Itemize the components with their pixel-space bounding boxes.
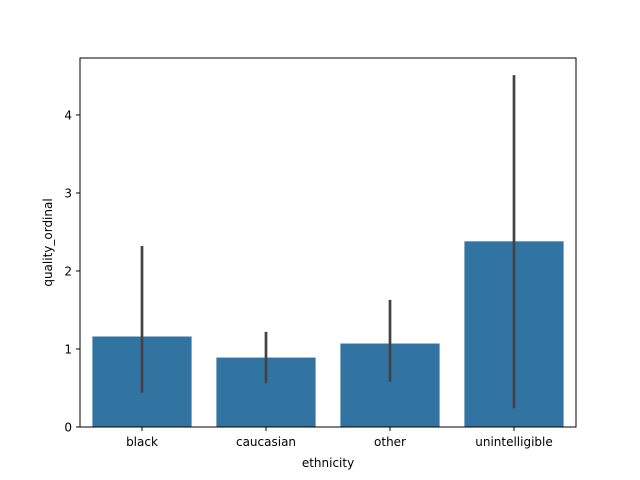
x-tick-label: other: [374, 435, 406, 449]
x-tick-label: black: [126, 435, 158, 449]
y-axis-label: quality_ordinal: [41, 198, 55, 286]
y-tick-label: 3: [64, 186, 72, 200]
error-bars-group: [140, 75, 516, 409]
bars-group: [92, 241, 564, 427]
y-tick-label: 4: [64, 108, 72, 122]
y-tick-label: 0: [64, 421, 72, 435]
y-axis-ticks: 0 1 2 3 4: [64, 108, 80, 435]
plot-frame: [79, 57, 577, 428]
x-tick-label: caucasian: [236, 435, 296, 449]
x-axis-label: ethnicity: [302, 456, 354, 470]
x-tick-label: unintelligible: [475, 435, 553, 449]
y-tick-label: 2: [64, 264, 72, 278]
y-tick-label: 1: [64, 342, 72, 356]
x-axis-ticks: black caucasian other unintelligible: [126, 427, 553, 449]
